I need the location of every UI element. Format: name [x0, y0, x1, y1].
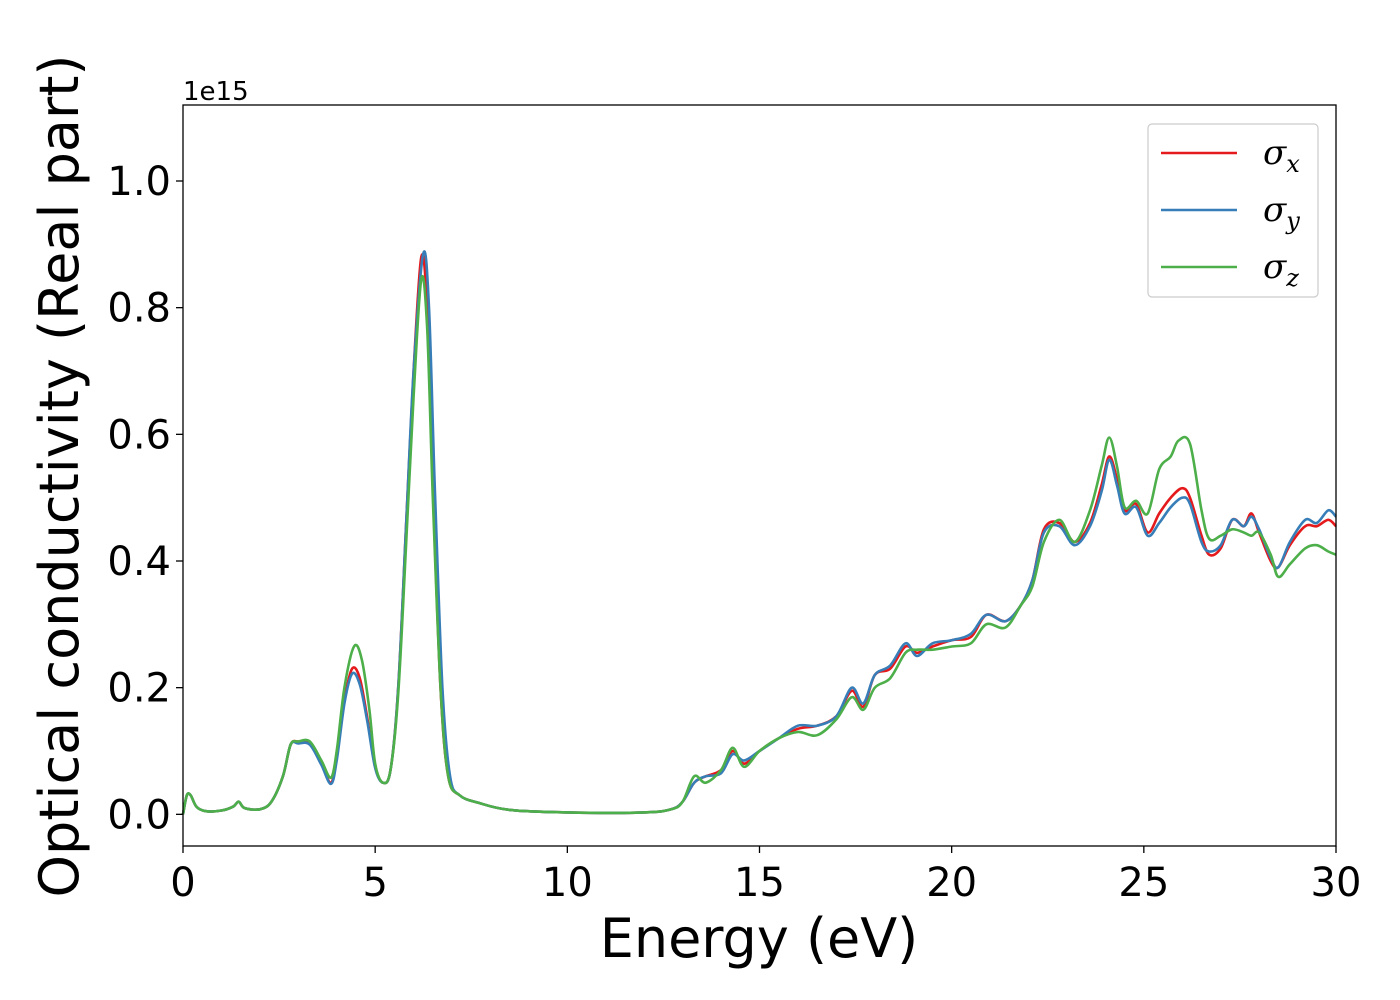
x-tick-label: 10: [542, 860, 593, 906]
x-tick-label: 5: [362, 860, 387, 906]
x-tick-label: 25: [1118, 860, 1169, 906]
x-tick-label: 0: [170, 860, 195, 906]
legend-label-x: σx: [1263, 133, 1300, 178]
tick-layer: 0 5 10 15 20 25 30 0.0 0.2 0.4 0.6 0.8 1.0: [107, 159, 1361, 906]
series-line-z: [181, 275, 1337, 815]
y-tick-label: 0.6: [107, 412, 171, 458]
y-tick-label: 0.8: [107, 286, 171, 332]
x-tick-label: 20: [926, 860, 977, 906]
y-tick-label: 0.2: [107, 666, 171, 712]
y-axis-label: Optical conductivity (Real part): [28, 55, 91, 898]
legend-label-z: σz: [1263, 247, 1299, 292]
y-offset-label: 1e15: [183, 77, 249, 107]
x-tick-label: 15: [734, 860, 785, 906]
x-axis-label: Energy (eV): [600, 907, 919, 970]
y-tick-label: 0.4: [107, 539, 171, 585]
y-tick-label: 1.0: [107, 159, 171, 205]
series-layer: [181, 250, 1337, 815]
legend: σx σy σz: [1147, 123, 1319, 298]
y-tick-label: 0.0: [107, 792, 171, 838]
x-tick-label: 30: [1311, 860, 1362, 906]
legend-label-y: σy: [1263, 190, 1300, 235]
